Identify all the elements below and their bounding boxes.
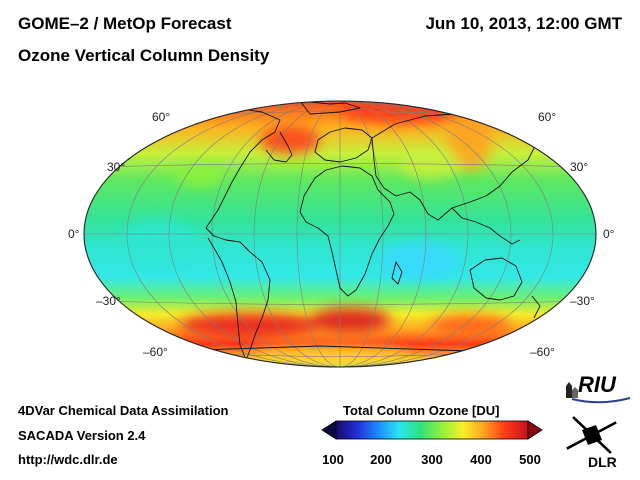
colorbar-gradient <box>335 420 529 440</box>
version-label: SACADA Version 2.4 <box>18 428 146 443</box>
colorbar-tick-300: 300 <box>421 452 443 467</box>
lat-label-left-60: 60° <box>152 110 171 124</box>
map-subtitle: Ozone Vertical Column Density <box>18 46 270 65</box>
lat-label-right-minus60: –60° <box>530 345 555 359</box>
colorbar-title: Total Column Ozone [DU] <box>343 403 500 418</box>
dlr-logo-icon <box>566 416 617 454</box>
colorbar-high-arrow <box>527 420 543 440</box>
lat-label-right-60: 60° <box>538 110 557 124</box>
source-url: http://wdc.dlr.de <box>18 452 118 467</box>
dlr-logo-text: DLR <box>588 454 617 470</box>
lat-label-right-30: 30° <box>570 160 589 174</box>
colorbar-tick-400: 400 <box>470 452 492 467</box>
colorbar-tick-500: 500 <box>519 452 541 467</box>
colorbar-tick-200: 200 <box>370 452 392 467</box>
lat-label-right-minus30: –30° <box>570 294 595 308</box>
lat-label-left-0: 0° <box>68 227 80 241</box>
forecast-datetime: Jun 10, 2013, 12:00 GMT <box>425 14 622 33</box>
lat-label-right-0: 0° <box>603 227 615 241</box>
colorbar <box>321 420 543 440</box>
lat-label-left-minus30: –30° <box>96 294 121 308</box>
lat-label-left-30: 30° <box>107 160 126 174</box>
assimilation-label: 4DVar Chemical Data Assimilation <box>18 403 229 418</box>
map-title: GOME–2 / MetOp Forecast <box>18 14 232 33</box>
globe-outline <box>83 100 597 368</box>
colorbar-tick-100: 100 <box>322 452 344 467</box>
riu-logo-text: RIU <box>578 372 616 397</box>
lat-label-left-minus60: –60° <box>143 345 168 359</box>
riu-logo <box>566 382 631 404</box>
colorbar-low-arrow <box>321 420 337 440</box>
